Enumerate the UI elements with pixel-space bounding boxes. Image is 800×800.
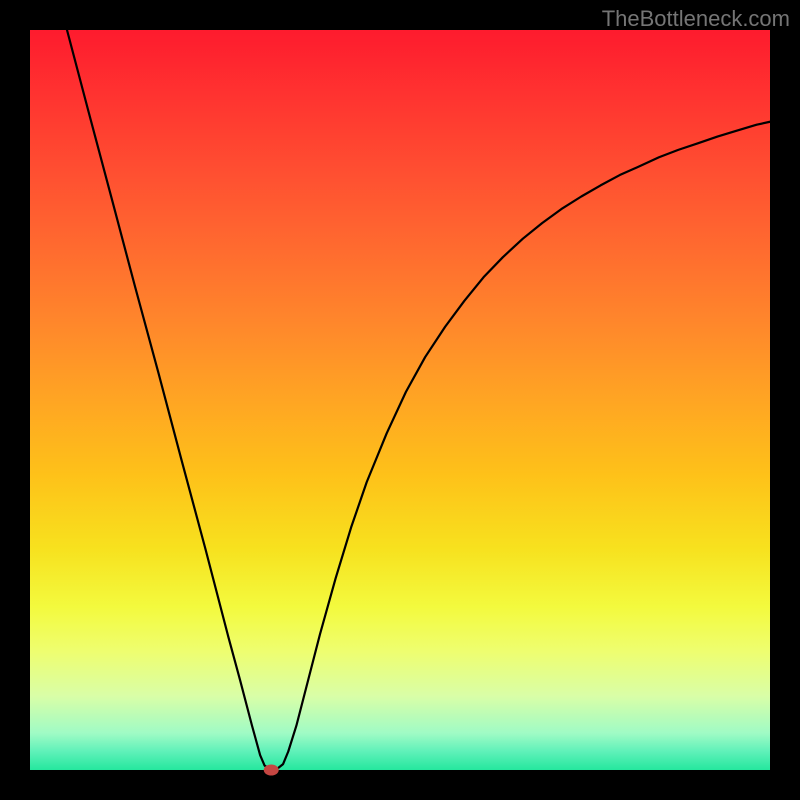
bottleneck-chart bbox=[0, 0, 800, 800]
watermark-text: TheBottleneck.com bbox=[602, 6, 790, 32]
chart-container: TheBottleneck.com bbox=[0, 0, 800, 800]
plot-area bbox=[30, 30, 770, 770]
optimal-point-marker bbox=[264, 765, 278, 775]
